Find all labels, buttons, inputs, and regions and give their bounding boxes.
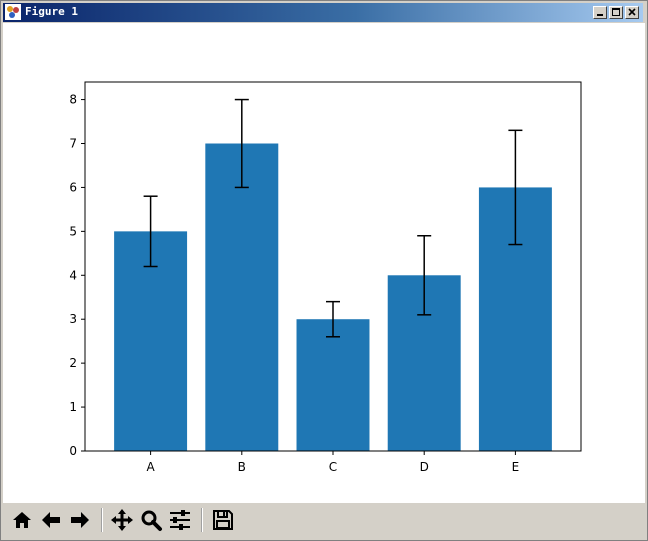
toolbar-separator xyxy=(101,508,103,532)
zoom-button[interactable] xyxy=(137,506,165,534)
y-tick-label: 0 xyxy=(69,444,77,458)
pan-button[interactable] xyxy=(108,506,136,534)
floppy-disk-icon xyxy=(213,510,233,530)
title-bar[interactable]: Figure 1 xyxy=(3,3,643,22)
toolbar-separator xyxy=(201,508,203,532)
back-button[interactable] xyxy=(37,506,65,534)
configure-subplots-button[interactable] xyxy=(166,506,194,534)
sliders-icon xyxy=(170,510,190,530)
figure-canvas[interactable]: 0 1 2 3 4 5 6 7 8 A B C D E xyxy=(3,23,645,503)
x-tick-label: C xyxy=(329,460,337,474)
forward-button[interactable] xyxy=(66,506,94,534)
home-button[interactable] xyxy=(8,506,36,534)
x-tick-label: A xyxy=(146,460,155,474)
magnifier-icon xyxy=(141,510,162,531)
save-button[interactable] xyxy=(209,506,237,534)
x-tick-label: E xyxy=(512,460,520,474)
plot-area: 0 1 2 3 4 5 6 7 8 A B C D E xyxy=(69,81,582,474)
y-tick-label: 4 xyxy=(69,268,77,282)
y-tick-label: 5 xyxy=(69,224,77,238)
y-tick-label: 8 xyxy=(69,93,77,107)
y-tick-label: 3 xyxy=(69,312,77,326)
y-tick-label: 6 xyxy=(69,180,77,194)
minimize-icon xyxy=(597,14,603,16)
maximize-button[interactable] xyxy=(609,6,623,19)
bar-a xyxy=(114,231,188,451)
close-icon xyxy=(628,8,636,16)
close-button[interactable] xyxy=(625,6,639,19)
bar-b xyxy=(205,143,279,451)
y-tick-label: 2 xyxy=(69,356,77,370)
bar-chart: 0 1 2 3 4 5 6 7 8 A B C D E xyxy=(3,23,645,503)
home-icon xyxy=(13,512,31,528)
x-tick-label: D xyxy=(420,460,429,474)
bar-c xyxy=(296,319,370,451)
figure-app-icon xyxy=(5,4,21,20)
maximize-icon xyxy=(612,8,620,16)
arrow-left-icon xyxy=(42,512,60,528)
x-tick-label: B xyxy=(238,460,246,474)
y-tick-label: 7 xyxy=(69,137,77,151)
window-title: Figure 1 xyxy=(25,5,78,18)
move-icon xyxy=(111,509,133,531)
arrow-right-icon xyxy=(71,512,89,528)
navigation-toolbar xyxy=(3,504,645,538)
minimize-button[interactable] xyxy=(593,6,607,19)
y-tick-label: 1 xyxy=(69,400,77,414)
